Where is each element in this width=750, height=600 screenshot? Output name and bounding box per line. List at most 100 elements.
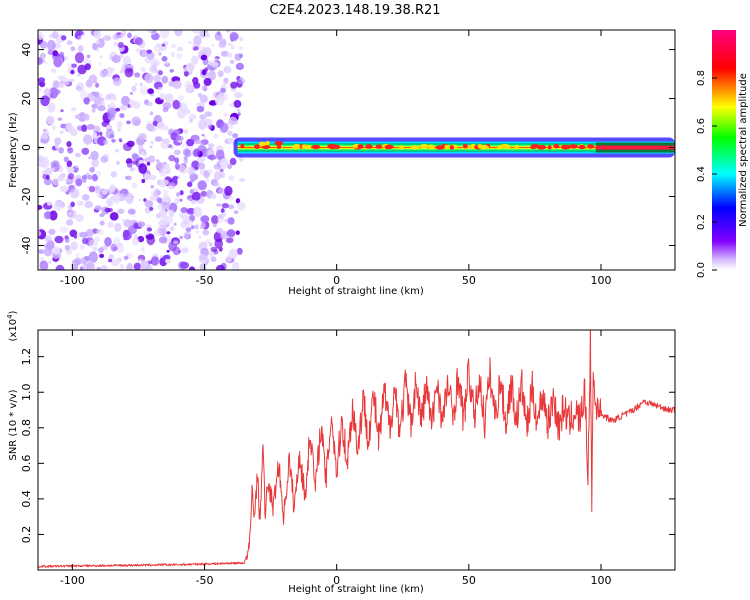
spectrogram-panel: -100 -50 0 50 100 40 20 0 -20 -40 Height of stra…	[8, 29, 676, 297]
noise-blob	[188, 197, 192, 201]
signal-blob	[305, 144, 312, 150]
signal-blob	[578, 144, 586, 150]
noise-blob	[57, 75, 64, 80]
spectrogram-signal-band	[233, 137, 675, 158]
noise-blob	[161, 43, 166, 47]
noise-blob	[123, 219, 133, 228]
noise-blob	[67, 211, 72, 216]
noise-blob	[66, 40, 73, 45]
spectrogram-x-tick-label: 50	[462, 274, 476, 287]
noise-blob	[59, 185, 69, 193]
noise-blob	[229, 59, 235, 64]
spectrogram-x-tick-label: 100	[590, 274, 611, 287]
noise-blob	[233, 210, 239, 214]
signal-blob	[428, 144, 435, 149]
noise-blob	[131, 182, 138, 189]
noise-blob	[194, 224, 199, 230]
noise-blob	[112, 195, 121, 202]
noise-blob	[51, 125, 56, 131]
noise-blob	[227, 204, 235, 210]
noise-blob	[193, 206, 202, 217]
noise-blob	[156, 213, 161, 219]
noise-blob	[75, 30, 84, 36]
noise-blob	[88, 185, 95, 193]
noise-blob	[169, 226, 175, 232]
noise-blob	[212, 223, 217, 228]
spectrogram-y-tick-label: -40	[20, 237, 33, 255]
noise-blob	[179, 198, 183, 202]
noise-blob	[171, 52, 175, 57]
noise-blob	[70, 46, 76, 52]
signal-blob	[537, 145, 547, 150]
noise-blob	[193, 46, 199, 51]
noise-blob	[188, 113, 197, 121]
signal-blob	[514, 144, 519, 150]
noise-blob	[216, 227, 224, 234]
noise-blob	[93, 95, 102, 105]
noise-blob	[210, 246, 218, 252]
noise-blob	[218, 204, 222, 207]
noise-blob	[46, 235, 51, 239]
noise-blob	[229, 157, 237, 166]
noise-blob	[84, 201, 93, 209]
noise-blob	[193, 148, 201, 157]
noise-blob	[203, 88, 207, 92]
noise-blob	[166, 231, 171, 235]
noise-blob	[237, 201, 246, 211]
noise-blob	[109, 212, 119, 221]
noise-blob	[44, 244, 48, 249]
signal-blob	[477, 144, 483, 149]
noise-blob	[229, 103, 235, 108]
noise-blob	[132, 167, 137, 171]
signal-blob	[254, 144, 260, 149]
noise-blob	[158, 70, 163, 76]
noise-blob	[81, 124, 88, 132]
noise-blob	[135, 48, 142, 53]
noise-blob	[214, 64, 219, 69]
noise-blob	[57, 38, 63, 42]
snr-x-tick-label: 50	[462, 574, 476, 587]
noise-blob	[46, 200, 53, 206]
noise-blob	[143, 230, 150, 236]
noise-blob	[113, 98, 117, 101]
noise-blob	[96, 266, 101, 270]
noise-blob	[216, 264, 225, 270]
noise-blob	[188, 266, 196, 270]
snr-x-label: Height of straight line (km)	[288, 584, 424, 595]
noise-blob	[125, 158, 133, 165]
noise-blob	[162, 194, 170, 204]
snr-exponent-label: (x104)	[6, 310, 19, 341]
noise-blob	[223, 66, 232, 74]
noise-blob	[225, 237, 234, 244]
noise-blob	[81, 194, 90, 201]
noise-blob	[238, 156, 244, 162]
noise-blob	[205, 121, 210, 125]
noise-blob	[207, 143, 215, 148]
noise-blob	[221, 203, 229, 209]
signal-blob	[240, 143, 245, 149]
noise-blob	[140, 151, 145, 156]
noise-blob	[129, 92, 133, 95]
noise-blob	[83, 97, 90, 105]
noise-blob	[69, 78, 75, 82]
noise-blob	[70, 107, 77, 112]
noise-blob	[195, 229, 200, 234]
noise-blob	[132, 215, 136, 218]
noise-blob	[43, 88, 52, 97]
noise-blob	[183, 71, 189, 77]
noise-blob	[213, 133, 219, 139]
noise-blob	[149, 111, 154, 116]
noise-blob	[117, 42, 125, 48]
noise-blob	[132, 153, 140, 161]
noise-blob	[67, 166, 75, 174]
noise-blob	[209, 100, 215, 106]
noise-blob	[54, 235, 64, 244]
snr-exponent-prefix: (x10	[8, 319, 19, 342]
signal-blob	[276, 144, 282, 149]
noise-blob	[155, 43, 161, 49]
noise-blob	[172, 99, 180, 110]
snr-frame	[37, 329, 676, 571]
noise-blob	[141, 178, 146, 184]
noise-blob	[176, 192, 180, 197]
noise-blob	[228, 175, 235, 181]
